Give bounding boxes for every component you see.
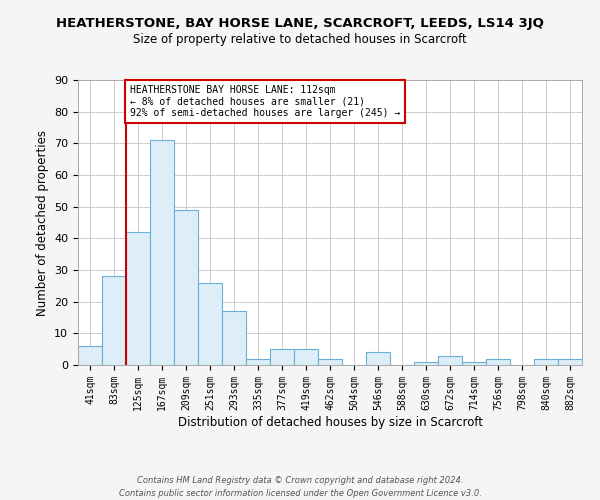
- Bar: [558, 358, 582, 365]
- Bar: [414, 362, 438, 365]
- Text: HEATHERSTONE BAY HORSE LANE: 112sqm
← 8% of detached houses are smaller (21)
92%: HEATHERSTONE BAY HORSE LANE: 112sqm ← 8%…: [130, 84, 400, 118]
- Bar: [438, 356, 462, 365]
- Bar: [126, 232, 150, 365]
- X-axis label: Distribution of detached houses by size in Scarcroft: Distribution of detached houses by size …: [178, 416, 482, 428]
- Bar: [198, 282, 222, 365]
- Bar: [366, 352, 390, 365]
- Bar: [486, 358, 510, 365]
- Bar: [222, 311, 246, 365]
- Bar: [318, 358, 342, 365]
- Text: Size of property relative to detached houses in Scarcroft: Size of property relative to detached ho…: [133, 32, 467, 46]
- Text: Contains HM Land Registry data © Crown copyright and database right 2024.: Contains HM Land Registry data © Crown c…: [137, 476, 463, 485]
- Bar: [102, 276, 126, 365]
- Text: Contains public sector information licensed under the Open Government Licence v3: Contains public sector information licen…: [119, 489, 481, 498]
- Bar: [462, 362, 486, 365]
- Bar: [294, 349, 318, 365]
- Bar: [150, 140, 174, 365]
- Bar: [270, 349, 294, 365]
- Bar: [246, 358, 270, 365]
- Bar: [78, 346, 102, 365]
- Text: HEATHERSTONE, BAY HORSE LANE, SCARCROFT, LEEDS, LS14 3JQ: HEATHERSTONE, BAY HORSE LANE, SCARCROFT,…: [56, 18, 544, 30]
- Bar: [534, 358, 558, 365]
- Y-axis label: Number of detached properties: Number of detached properties: [35, 130, 49, 316]
- Bar: [174, 210, 198, 365]
